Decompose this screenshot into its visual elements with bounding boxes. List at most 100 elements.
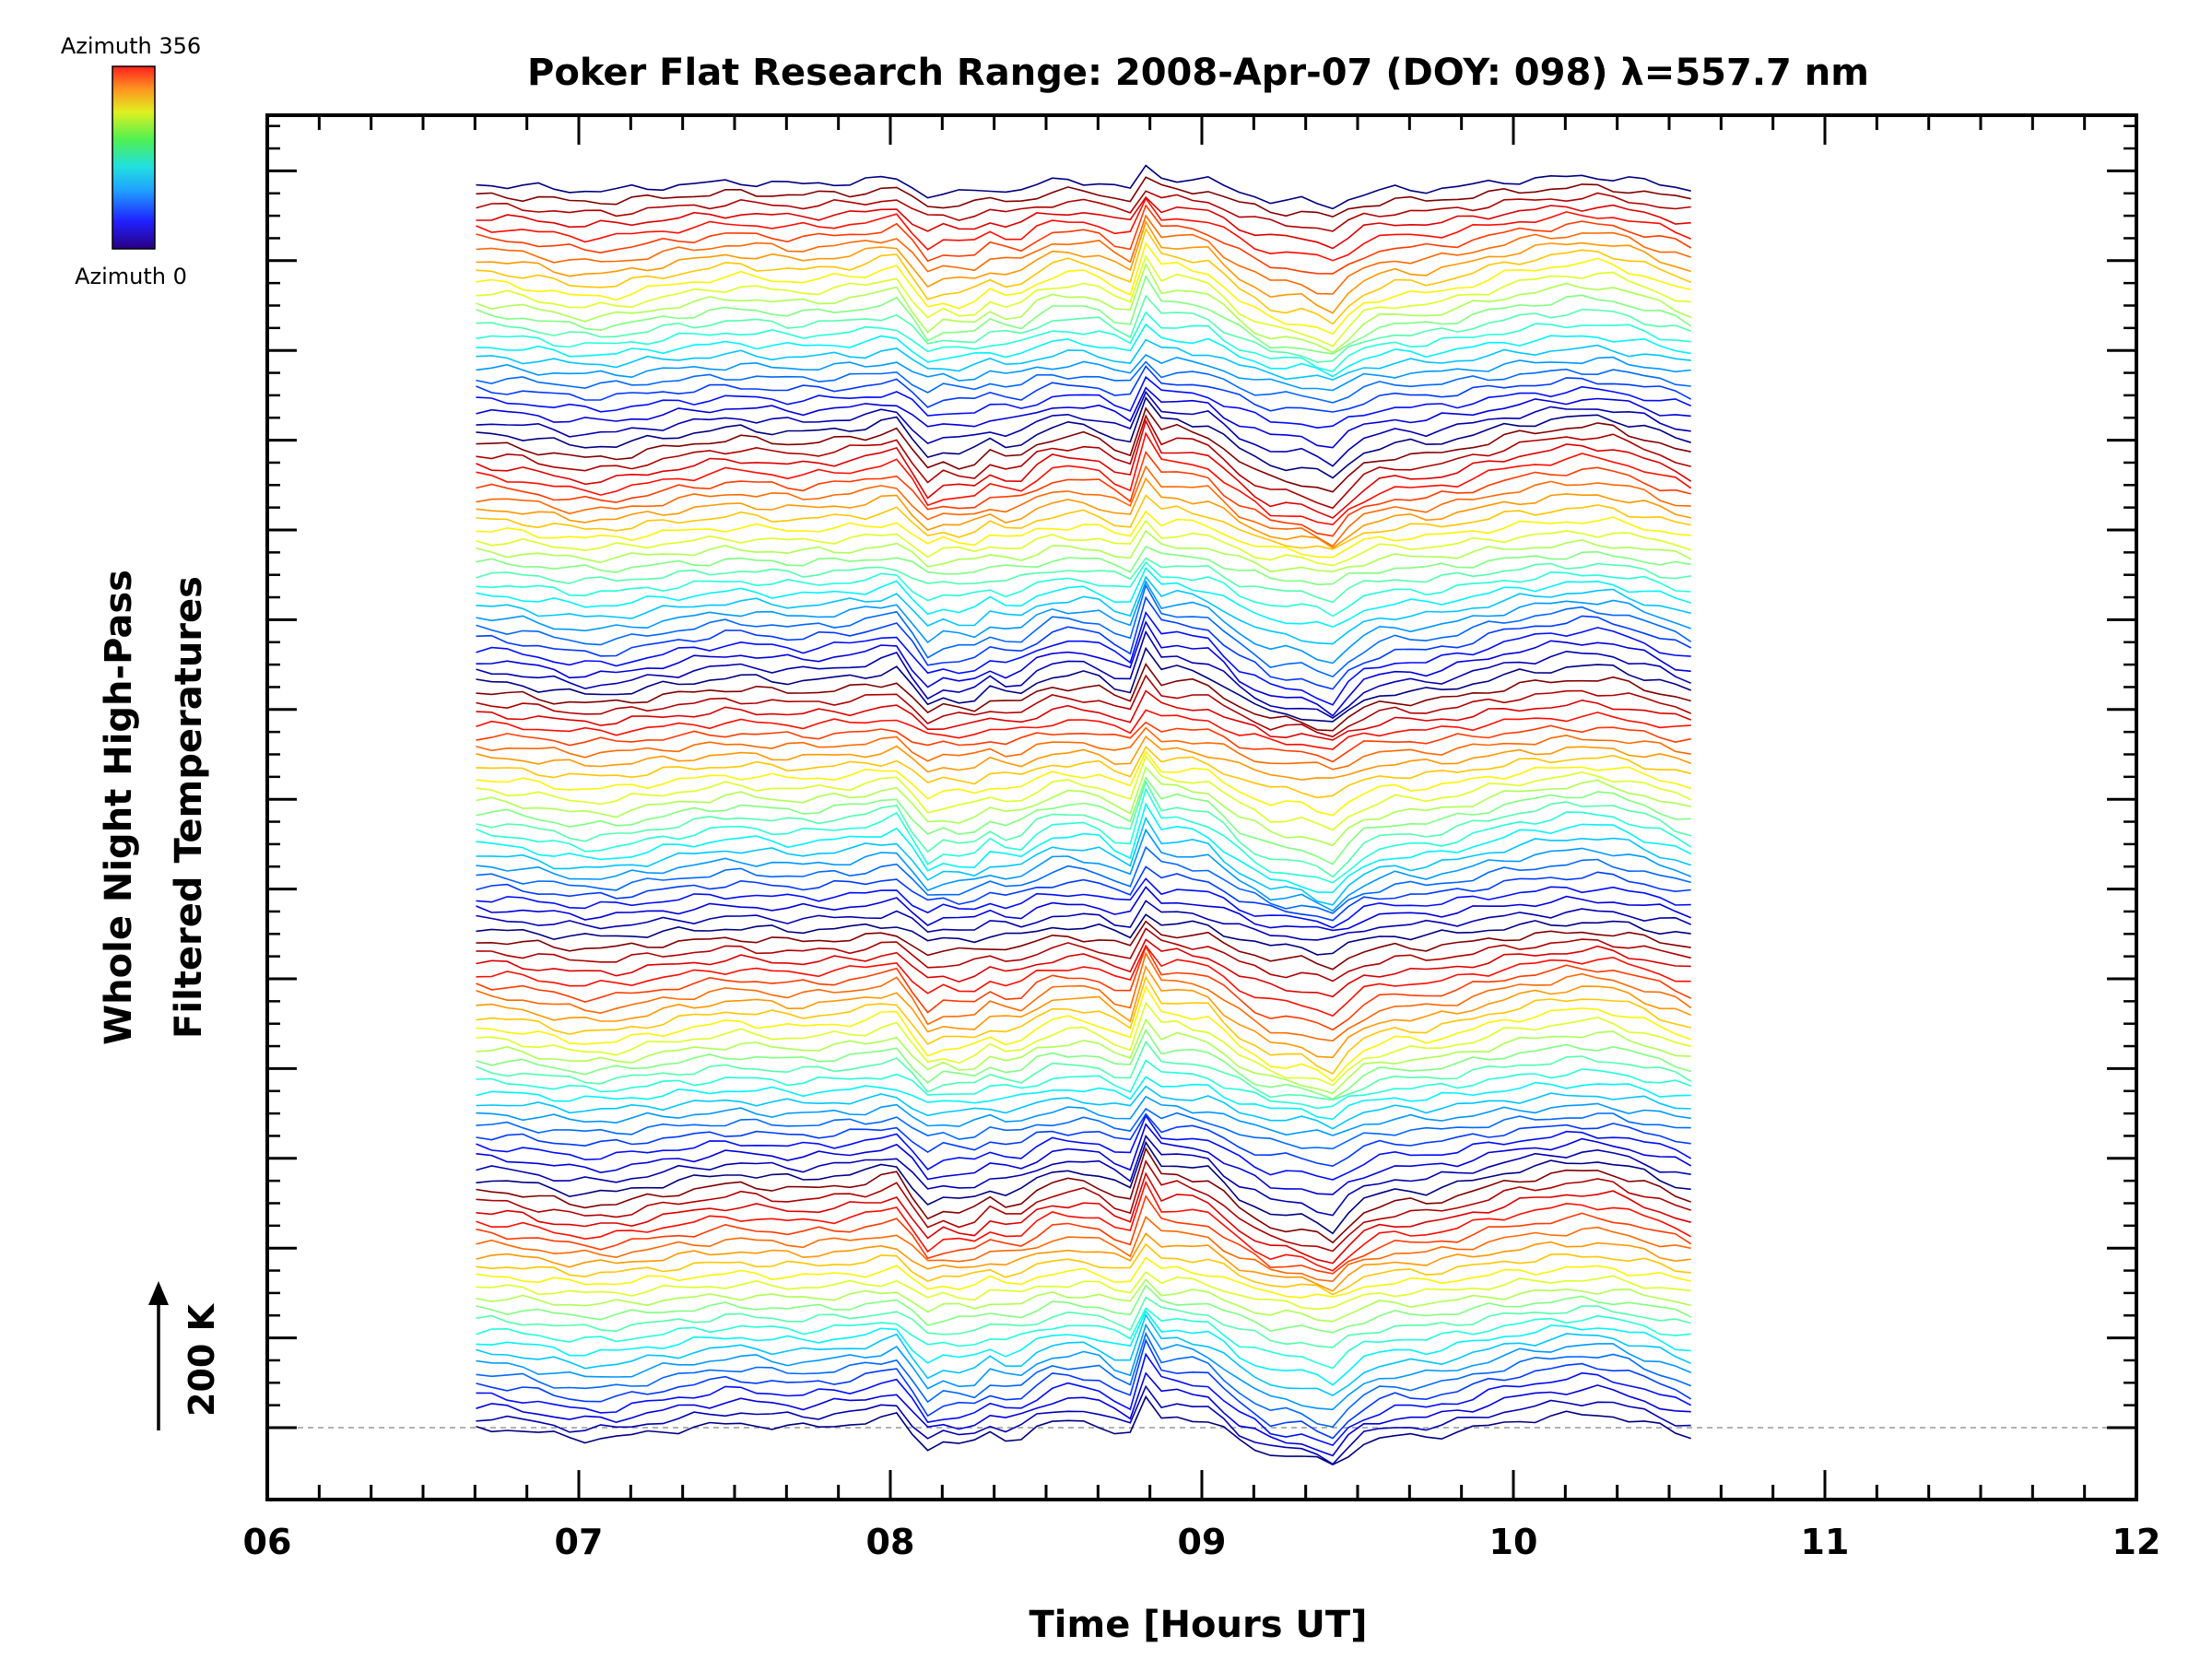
temperature-trace xyxy=(476,629,1692,719)
temperature-trace xyxy=(476,1107,1691,1150)
temperature-trace xyxy=(476,477,1691,549)
x-tick-label: 07 xyxy=(555,1522,604,1562)
temperature-trace xyxy=(476,196,1692,262)
temperature-trace xyxy=(476,262,1692,354)
temperature-trace xyxy=(476,1040,1692,1101)
temperature-trace xyxy=(476,418,1692,519)
temperature-trace xyxy=(476,164,1691,210)
temperature-trace xyxy=(476,735,1691,781)
temperature-trace xyxy=(476,754,1692,831)
temperature-trace xyxy=(476,900,1692,941)
temperature-trace xyxy=(476,1256,1691,1299)
temperature-trace xyxy=(476,1242,1691,1296)
temperature-trace xyxy=(476,945,1692,1031)
temperature-trace xyxy=(476,510,1691,559)
temperature-trace xyxy=(476,414,1691,510)
temperature-trace xyxy=(476,1284,1692,1334)
temperature-trace xyxy=(476,802,1692,894)
axis-ticks xyxy=(265,115,2138,1500)
temperature-trace xyxy=(476,580,1691,665)
temperature-trace xyxy=(476,241,1691,335)
colorbar-gradient xyxy=(112,65,156,250)
temperature-trace xyxy=(476,1095,1691,1136)
temperature-trace xyxy=(476,1232,1691,1292)
temperature-trace xyxy=(476,1140,1691,1235)
temperature-trace xyxy=(476,546,1691,586)
temperature-trace xyxy=(476,595,1692,690)
x-tick-label: 10 xyxy=(1489,1522,1538,1562)
temperature-trace xyxy=(476,845,1691,914)
temperature-trace xyxy=(476,1331,1691,1429)
temperature-trace xyxy=(476,662,1691,732)
temperature-trace xyxy=(476,560,1691,618)
temperature-trace xyxy=(476,494,1691,550)
temperature-trace xyxy=(476,529,1692,573)
temperature-trace xyxy=(476,275,1692,355)
temperature-trace xyxy=(476,1001,1691,1087)
temperature-trace xyxy=(476,689,1691,741)
temperature-trace xyxy=(476,390,1691,467)
temperature-trace xyxy=(476,726,1691,771)
x-tick-label: 12 xyxy=(2112,1522,2161,1562)
temperature-trace xyxy=(476,920,1691,971)
temperature-trace xyxy=(476,519,1691,567)
scale-bar-arrowhead xyxy=(148,1281,169,1305)
temperature-trace xyxy=(476,294,1691,363)
temperature-trace xyxy=(476,1277,1691,1323)
temperature-trace xyxy=(476,1076,1691,1121)
temperature-trace xyxy=(476,1394,1691,1465)
temperature-traces xyxy=(476,164,1692,1465)
temperature-trace xyxy=(476,1114,1692,1181)
temperature-trace xyxy=(476,1371,1691,1457)
chart-title: Poker Flat Research Range: 2008-Apr-07 (… xyxy=(527,52,1869,94)
temperature-trace xyxy=(476,1216,1691,1283)
temperature-trace xyxy=(476,353,1691,392)
temperature-trace xyxy=(476,450,1691,537)
temperature-trace xyxy=(476,975,1691,1076)
temperature-trace xyxy=(476,964,1692,1059)
temperature-trace xyxy=(476,204,1692,275)
x-tick-label: 11 xyxy=(1801,1522,1850,1562)
temperature-trace xyxy=(476,254,1691,347)
temperature-trace xyxy=(476,886,1692,932)
colorbar-top-label: Azimuth 356 xyxy=(61,33,201,59)
temperature-trace xyxy=(476,646,1691,723)
temperature-trace xyxy=(476,431,1692,526)
temperature-trace xyxy=(476,395,1691,479)
colorbar: Azimuth 356 Azimuth 0 xyxy=(61,33,201,289)
temperature-trace xyxy=(476,721,1691,763)
temperature-trace xyxy=(476,1135,1691,1217)
temperature-trace xyxy=(476,877,1691,929)
scale-bar: 200 K xyxy=(148,1281,222,1430)
temperature-trace xyxy=(476,620,1691,717)
colorbar-bottom-label: Azimuth 0 xyxy=(75,264,187,289)
temperature-trace xyxy=(476,984,1691,1083)
plot-frame xyxy=(265,113,2138,1501)
temperature-trace xyxy=(476,610,1691,706)
temperature-trace xyxy=(476,1307,1691,1370)
temperature-trace xyxy=(476,1313,1692,1397)
temperature-trace xyxy=(476,828,1692,912)
temperature-trace xyxy=(476,709,1691,750)
temperature-trace xyxy=(476,951,1692,1042)
temperature-trace xyxy=(476,1338,1692,1440)
temperature-trace xyxy=(476,1123,1692,1195)
temperature-trace xyxy=(476,1085,1691,1130)
temperature-trace xyxy=(476,1180,1692,1272)
temperature-trace xyxy=(476,219,1691,314)
temperature-trace xyxy=(476,816,1691,906)
temperature-trace xyxy=(476,406,1691,493)
scale-bar-label: 200 K xyxy=(182,1302,222,1417)
temperature-trace xyxy=(476,575,1691,645)
temperature-trace xyxy=(476,927,1691,982)
temperature-trace xyxy=(476,360,1691,404)
temperature-trace xyxy=(476,195,1691,250)
temperature-trace xyxy=(476,1352,1692,1447)
temperature-trace xyxy=(476,1310,1691,1386)
temperature-trace xyxy=(476,749,1691,817)
temperature-trace xyxy=(476,190,1691,232)
temperature-trace xyxy=(476,787,1692,884)
x-tick-label: 06 xyxy=(243,1522,292,1562)
x-tick-label: 08 xyxy=(866,1522,915,1562)
temperature-trace xyxy=(476,1018,1691,1095)
